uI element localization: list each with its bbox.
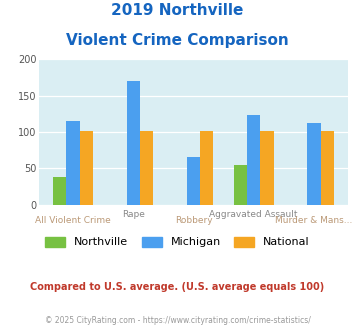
Bar [307,123,321,205]
Bar [66,121,80,205]
Text: Rape: Rape [122,210,144,218]
Text: Aggravated Assault: Aggravated Assault [209,210,298,218]
Legend: Northville, Michigan, National: Northville, Michigan, National [41,232,314,252]
Bar [200,131,213,205]
Text: Violent Crime Comparison: Violent Crime Comparison [66,33,289,48]
Bar [80,131,93,205]
Text: Robbery: Robbery [175,216,212,225]
Bar [260,131,274,205]
Text: All Violent Crime: All Violent Crime [35,216,111,225]
Bar [234,165,247,205]
Bar [140,131,153,205]
Bar [247,115,260,205]
Text: Compared to U.S. average. (U.S. average equals 100): Compared to U.S. average. (U.S. average … [31,282,324,292]
Bar [321,131,334,205]
Text: © 2025 CityRating.com - https://www.cityrating.com/crime-statistics/: © 2025 CityRating.com - https://www.city… [45,315,310,325]
Bar [127,81,140,205]
Bar [53,177,66,205]
Bar [187,157,200,205]
Text: 2019 Northville: 2019 Northville [111,3,244,18]
Text: Murder & Mans...: Murder & Mans... [275,216,353,225]
